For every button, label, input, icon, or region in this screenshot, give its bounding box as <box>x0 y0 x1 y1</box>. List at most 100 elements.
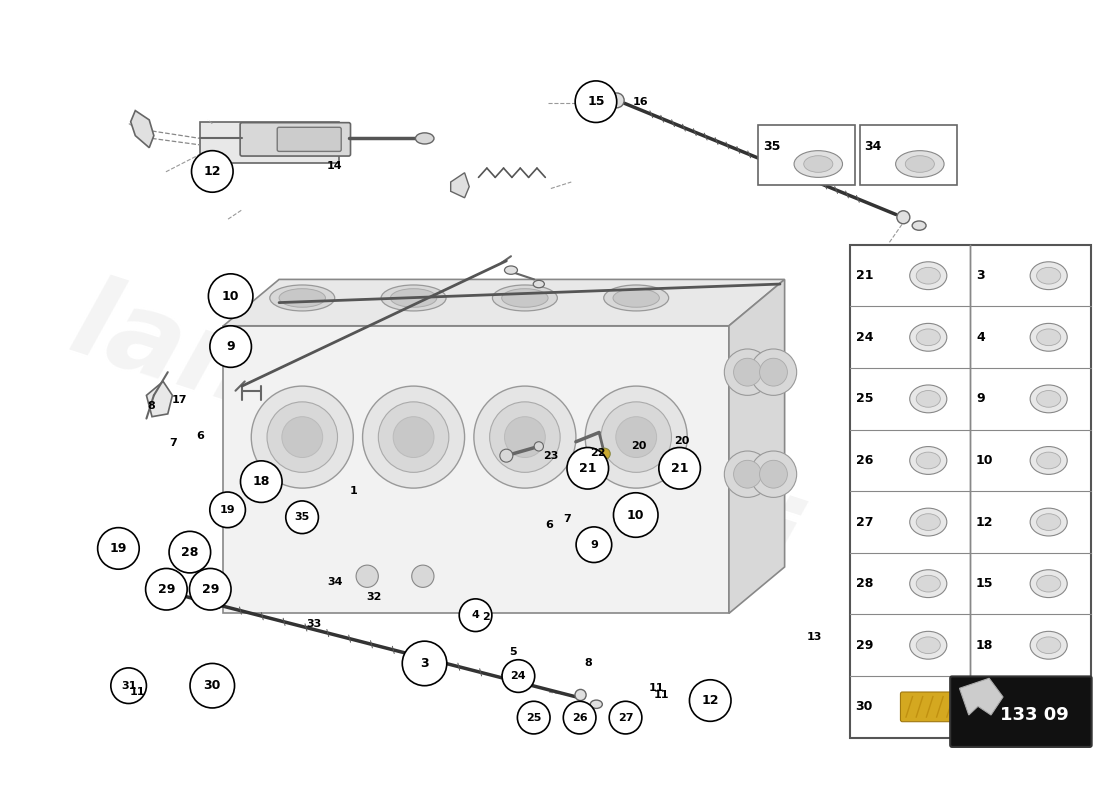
FancyBboxPatch shape <box>850 245 1091 738</box>
Text: 33: 33 <box>307 619 322 629</box>
Ellipse shape <box>916 637 940 654</box>
Text: 10: 10 <box>222 290 240 302</box>
Text: 17: 17 <box>172 395 187 405</box>
Circle shape <box>760 460 788 488</box>
Ellipse shape <box>1036 267 1060 284</box>
Text: 34: 34 <box>865 140 882 153</box>
Text: 15: 15 <box>587 95 605 108</box>
Circle shape <box>282 417 322 458</box>
Circle shape <box>575 690 586 701</box>
Ellipse shape <box>1036 329 1060 346</box>
Text: 19: 19 <box>220 505 235 515</box>
Ellipse shape <box>604 285 669 311</box>
Text: 12: 12 <box>976 515 993 529</box>
Text: 9: 9 <box>590 540 597 550</box>
FancyBboxPatch shape <box>860 126 957 185</box>
Circle shape <box>601 402 671 472</box>
Ellipse shape <box>895 150 944 178</box>
Ellipse shape <box>916 329 940 346</box>
Text: 15: 15 <box>976 577 993 590</box>
Ellipse shape <box>390 289 437 307</box>
Text: 29: 29 <box>201 582 219 596</box>
Ellipse shape <box>1030 631 1067 659</box>
Polygon shape <box>200 122 340 163</box>
Ellipse shape <box>381 285 446 311</box>
Circle shape <box>499 449 513 462</box>
Ellipse shape <box>1036 575 1060 592</box>
Polygon shape <box>131 110 154 148</box>
Text: 6: 6 <box>196 430 204 441</box>
Circle shape <box>600 448 610 459</box>
Text: 5: 5 <box>509 647 517 658</box>
Polygon shape <box>223 326 729 614</box>
Circle shape <box>490 402 560 472</box>
Circle shape <box>952 535 993 577</box>
Text: 10: 10 <box>976 454 993 467</box>
Ellipse shape <box>910 262 947 290</box>
Text: 19: 19 <box>976 700 993 714</box>
Text: 11: 11 <box>648 683 664 693</box>
Text: 4: 4 <box>976 330 984 344</box>
Ellipse shape <box>493 285 558 311</box>
Ellipse shape <box>804 156 833 172</box>
Ellipse shape <box>916 514 940 530</box>
Circle shape <box>241 461 282 502</box>
Ellipse shape <box>416 133 434 144</box>
Text: 29: 29 <box>856 638 873 652</box>
Circle shape <box>585 386 688 488</box>
Ellipse shape <box>534 280 544 288</box>
Text: 6: 6 <box>546 520 553 530</box>
Ellipse shape <box>279 289 326 307</box>
Text: 3: 3 <box>976 270 984 282</box>
Text: 31: 31 <box>121 681 136 690</box>
Text: 1: 1 <box>349 486 358 495</box>
Ellipse shape <box>1036 390 1060 407</box>
Text: 26: 26 <box>572 713 587 722</box>
Ellipse shape <box>1030 323 1067 351</box>
Text: 28: 28 <box>856 577 873 590</box>
Text: 32: 32 <box>366 592 382 602</box>
Ellipse shape <box>591 700 603 709</box>
Polygon shape <box>223 279 784 326</box>
Text: 10: 10 <box>627 509 645 522</box>
Text: 24: 24 <box>510 671 526 681</box>
Circle shape <box>145 569 187 610</box>
Text: 13: 13 <box>806 633 822 642</box>
Ellipse shape <box>916 452 940 469</box>
Ellipse shape <box>1030 508 1067 536</box>
Text: 20: 20 <box>674 436 690 446</box>
Ellipse shape <box>505 266 517 274</box>
Circle shape <box>896 210 910 224</box>
Circle shape <box>690 680 732 722</box>
Text: 34: 34 <box>327 577 342 587</box>
Text: 30: 30 <box>856 700 873 714</box>
Circle shape <box>459 599 492 631</box>
Ellipse shape <box>910 631 947 659</box>
Circle shape <box>378 402 449 472</box>
Ellipse shape <box>1030 570 1067 598</box>
Text: 27: 27 <box>856 515 873 529</box>
Ellipse shape <box>270 285 334 311</box>
Ellipse shape <box>1036 514 1060 530</box>
Ellipse shape <box>916 575 940 592</box>
Text: 22: 22 <box>591 449 606 458</box>
Ellipse shape <box>916 390 940 407</box>
Polygon shape <box>959 678 1003 715</box>
Text: 15: 15 <box>964 550 981 562</box>
Circle shape <box>575 81 617 122</box>
Text: 21: 21 <box>671 462 689 474</box>
Text: 20: 20 <box>631 441 647 451</box>
Circle shape <box>566 447 608 489</box>
Circle shape <box>267 402 338 472</box>
Circle shape <box>750 451 796 498</box>
Circle shape <box>363 386 464 488</box>
Text: 11: 11 <box>653 690 669 700</box>
Circle shape <box>535 442 543 451</box>
FancyBboxPatch shape <box>758 126 855 185</box>
Circle shape <box>609 702 642 734</box>
Circle shape <box>576 527 612 562</box>
Ellipse shape <box>910 508 947 536</box>
Text: 21: 21 <box>856 270 873 282</box>
Text: 133 09: 133 09 <box>1000 706 1069 724</box>
Text: 35: 35 <box>762 140 780 153</box>
